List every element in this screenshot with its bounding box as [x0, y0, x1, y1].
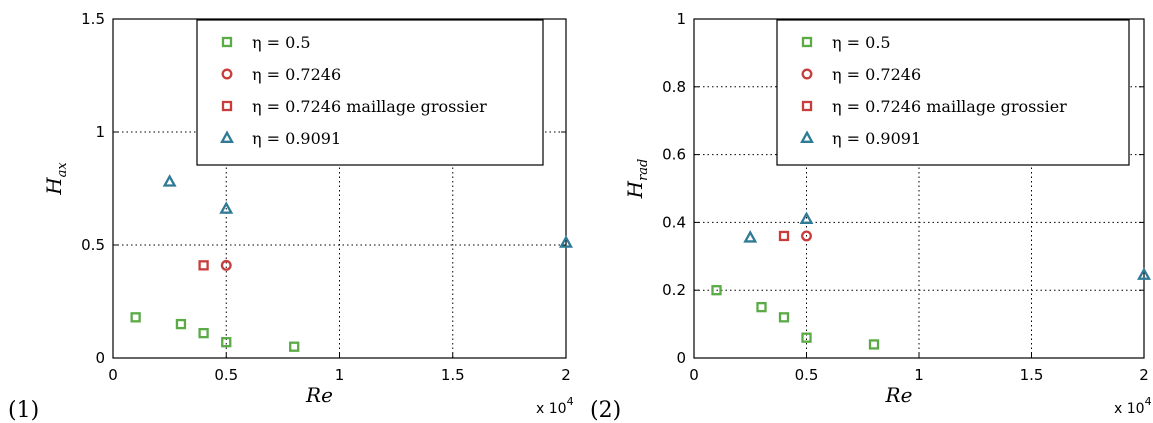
data-point: [801, 332, 812, 343]
series-2: [801, 230, 812, 242]
x-tick-label: 0: [108, 366, 118, 384]
legend-marker: [220, 130, 234, 143]
legend-marker: [801, 36, 813, 48]
data-point: [289, 341, 300, 352]
legend-label: η = 0.7246: [252, 65, 341, 84]
y-tick-label: 1: [676, 10, 686, 28]
panel-label: (2): [590, 398, 621, 423]
y-tick-label: 0.4: [662, 213, 686, 231]
x-tick-label: 1.5: [441, 366, 465, 384]
legend-marker: [221, 100, 233, 112]
legend-label: η = 0.9091: [252, 129, 341, 148]
data-point: [175, 318, 187, 330]
data-point: [778, 230, 790, 242]
legend-label: η = 0.5: [252, 33, 311, 52]
data-point: [743, 230, 758, 243]
x-multiplier-base: x 10: [536, 401, 567, 417]
x-multiplier: x 104: [536, 395, 574, 417]
series-3: [778, 230, 790, 242]
y-tick-label: 1: [95, 123, 105, 141]
x-axis-label: Re: [305, 383, 333, 407]
legend: η = 0.5 η = 0.7246 η = 0.7246 maillage gro…: [196, 19, 544, 166]
data-point: [219, 201, 234, 214]
legend-label: η = 0.5: [832, 33, 891, 52]
y-tick-label: 1.5: [81, 10, 105, 28]
data-point: [801, 230, 812, 242]
legend-marker: [801, 100, 813, 112]
x-tick-label: 2: [1139, 366, 1149, 384]
x-tick-label: 0.5: [214, 366, 238, 384]
x-tick-label: 2: [561, 366, 571, 384]
x-multiplier-base: x 10: [1114, 401, 1145, 417]
x-tick-label: 0.5: [795, 366, 819, 384]
x-tick-label: 1: [914, 366, 924, 384]
data-point: [198, 260, 209, 271]
legend-marker: [801, 68, 813, 80]
legend: η = 0.5 η = 0.7246 η = 0.7246 maillage gro…: [776, 19, 1130, 166]
y-tick-label: 0.8: [662, 78, 686, 96]
legend-marker: [221, 68, 233, 80]
data-point: [198, 327, 209, 339]
data-point: [1137, 267, 1151, 280]
data-point: [221, 337, 232, 348]
x-tick-label: 0: [689, 366, 699, 384]
y-axis-label: Hrad: [623, 159, 651, 200]
x-tick-label: 1.5: [1020, 366, 1044, 384]
legend-label: η = 0.7246: [832, 65, 921, 84]
series-4: [743, 211, 1151, 280]
y-tick-label: 0: [676, 349, 686, 367]
data-point: [220, 259, 232, 271]
data-point: [868, 339, 880, 350]
panel-label: (1): [8, 398, 39, 423]
data-point: [711, 285, 722, 296]
data-point: [130, 312, 141, 323]
y-axis-label-sub: rad: [636, 159, 651, 181]
series-1: [711, 285, 880, 350]
x-multiplier-exp: 4: [567, 395, 574, 408]
legend-marker: [800, 130, 814, 143]
x-tick-label: 1: [335, 366, 345, 384]
x-multiplier: x 104: [1114, 395, 1152, 417]
series-3: [198, 260, 209, 271]
y-tick-label: 0.6: [662, 146, 686, 164]
legend-label: η = 0.7246 maillage grossier: [252, 97, 487, 116]
y-axis-label: Hax: [42, 162, 70, 196]
data-point: [799, 211, 814, 224]
data-point: [162, 174, 177, 187]
y-axis-label-base: H: [623, 180, 647, 199]
series-1: [130, 312, 300, 352]
y-tick-label: 0.2: [662, 281, 686, 299]
legend-box: [196, 19, 544, 166]
data-point: [559, 235, 573, 248]
y-axis-label-base: H: [42, 177, 66, 196]
x-axis-label: Re: [885, 383, 913, 407]
legend-label: η = 0.7246 maillage grossier: [832, 97, 1067, 116]
y-tick-label: 0.5: [81, 236, 105, 254]
legend-box: [776, 19, 1130, 166]
data-point: [756, 301, 767, 313]
series-4: [162, 174, 573, 248]
data-point: [778, 312, 790, 323]
legend-marker: [221, 36, 233, 48]
legend-label: η = 0.9091: [832, 129, 921, 148]
y-tick-label: 0: [95, 349, 105, 367]
series-2: [220, 259, 232, 271]
x-multiplier-exp: 4: [1145, 395, 1152, 408]
y-axis-label-sub: ax: [55, 162, 70, 178]
